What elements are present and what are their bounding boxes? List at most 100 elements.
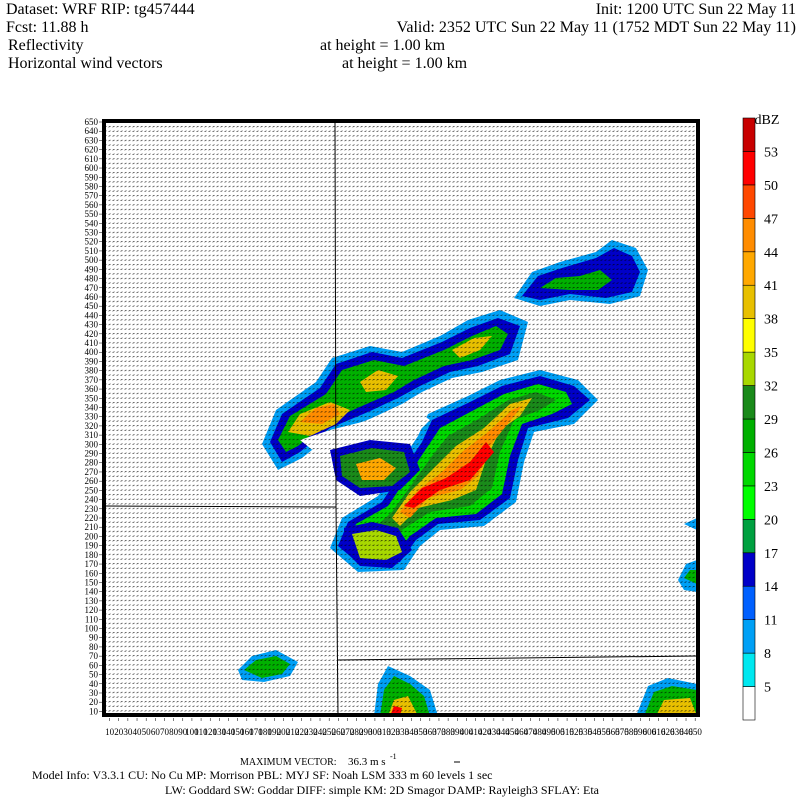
x-tick-label: 290 <box>359 727 373 737</box>
colorbar-box <box>742 452 756 487</box>
state-line <box>334 122 339 714</box>
x-tick-label: 280 <box>350 727 364 737</box>
state-line <box>105 505 337 508</box>
x-tick-label: 380 <box>441 727 455 737</box>
x-tick-label: 640 <box>679 727 693 737</box>
y-tick-label: 590 <box>85 172 99 182</box>
y-tick-label: 640 <box>85 126 99 136</box>
y-tick-label: 90 <box>89 633 99 643</box>
x-tick-label: 40 <box>133 727 143 737</box>
x-tick-label: 490 <box>542 727 556 737</box>
y-tick-label: 190 <box>85 541 99 551</box>
y-tick-label: 380 <box>85 366 99 376</box>
y-tick-label: 270 <box>85 467 99 477</box>
y-tick-label: 320 <box>85 421 99 431</box>
colorbar-box <box>742 619 756 654</box>
plot-frame <box>102 119 700 717</box>
y-tick-label: 310 <box>85 430 99 440</box>
max-vector-label: MAXIMUM VECTOR: <box>240 757 337 768</box>
x-tick-label: 500 <box>551 727 565 737</box>
colorbar-box <box>742 585 756 620</box>
y-tick-label: 620 <box>85 145 99 155</box>
x-tick-label: 150 <box>231 727 245 737</box>
x-tick-label: 240 <box>313 727 327 737</box>
x-tick-label: 310 <box>377 727 391 737</box>
colorbar-box <box>742 251 756 286</box>
colorbar-label: 35 <box>764 346 778 361</box>
x-tick-label: 130 <box>213 727 227 737</box>
x-tick-label: 50 <box>142 727 152 737</box>
x-tick-label: 70 <box>160 727 170 737</box>
x-tick-label: 270 <box>341 727 355 737</box>
init-time: Init: 1200 UTC Sun 22 May 11 <box>596 1 796 18</box>
colorbar-label: 53 <box>764 145 778 160</box>
colorbar-box <box>742 151 756 186</box>
y-tick-label: 140 <box>85 587 99 597</box>
x-tick-label: 450 <box>505 727 519 737</box>
x-tick-label: 10 <box>105 727 115 737</box>
colorbar-label: 38 <box>764 313 778 328</box>
wind-vectors <box>105 122 697 714</box>
y-tick-label: 580 <box>85 181 99 191</box>
x-tick-label: 510 <box>560 727 574 737</box>
max-vector-exponent: -1 <box>390 752 397 761</box>
colorbar-box <box>742 652 756 687</box>
colorbar-box <box>742 117 756 152</box>
x-tick-label: 440 <box>496 727 510 737</box>
x-tick-label: 60 <box>151 727 161 737</box>
colorbar-label: 20 <box>764 513 778 528</box>
y-tick-label: 570 <box>85 191 99 201</box>
y-tick-label: 500 <box>85 255 99 265</box>
x-tick-label: 360 <box>423 727 437 737</box>
colorbar-label: 23 <box>764 480 778 495</box>
x-tick-label: 580 <box>624 727 638 737</box>
y-tick-label: 630 <box>85 135 99 145</box>
y-tick-label: 70 <box>89 651 99 661</box>
x-tick-label: 250 <box>322 727 336 737</box>
y-tick-label: 230 <box>85 504 99 514</box>
field1-height: at height = 1.00 km <box>320 37 446 54</box>
x-tick-label: 570 <box>615 727 629 737</box>
x-tick-label: 320 <box>386 727 400 737</box>
y-tick-label: 150 <box>85 577 99 587</box>
y-tick-label: 530 <box>85 228 99 238</box>
x-tick-label: 330 <box>396 727 410 737</box>
physics-info: LW: Goddard SW: Goddar DIFF: simple KM: … <box>165 783 600 797</box>
x-tick-label: 480 <box>533 727 547 737</box>
y-tick-label: 470 <box>85 283 99 293</box>
field1: Reflectivity <box>8 37 84 54</box>
y-tick-label: 550 <box>85 209 99 219</box>
colorbar-label: 41 <box>764 279 778 294</box>
y-tick-label: 100 <box>85 624 99 634</box>
colorbar-label: 44 <box>764 246 778 261</box>
x-tick-label: 80 <box>169 727 179 737</box>
x-tick-label: 460 <box>515 727 529 737</box>
colorbar-label: 8 <box>764 647 771 662</box>
x-tick-label: 260 <box>332 727 346 737</box>
colorbar-label: 47 <box>764 212 778 227</box>
y-tick-label: 60 <box>89 660 99 670</box>
x-tick-label: 90 <box>178 727 188 737</box>
x-tick-label: 370 <box>432 727 446 737</box>
y-tick-label: 330 <box>85 412 99 422</box>
y-tick-label: 80 <box>89 642 99 652</box>
x-tick-label: 540 <box>588 727 602 737</box>
x-tick-label: 390 <box>451 727 465 737</box>
colorbar-label: 17 <box>764 547 778 562</box>
state-line <box>336 655 697 661</box>
colorbar-box <box>742 184 756 219</box>
y-tick-label: 120 <box>85 605 99 615</box>
y-tick-label: 600 <box>85 163 99 173</box>
colorbar-box <box>742 485 756 520</box>
x-tick-label: 300 <box>368 727 382 737</box>
axes: 1020304050607080901001101201301401501601… <box>85 117 703 737</box>
y-tick-label: 360 <box>85 384 99 394</box>
x-tick-label: 590 <box>634 727 648 737</box>
y-tick-label: 490 <box>85 264 99 274</box>
x-tick-label: 430 <box>487 727 501 737</box>
x-tick-label: 170 <box>249 727 263 737</box>
x-tick-label: 230 <box>304 727 318 737</box>
y-tick-label: 440 <box>85 310 99 320</box>
y-tick-label: 50 <box>89 670 99 680</box>
